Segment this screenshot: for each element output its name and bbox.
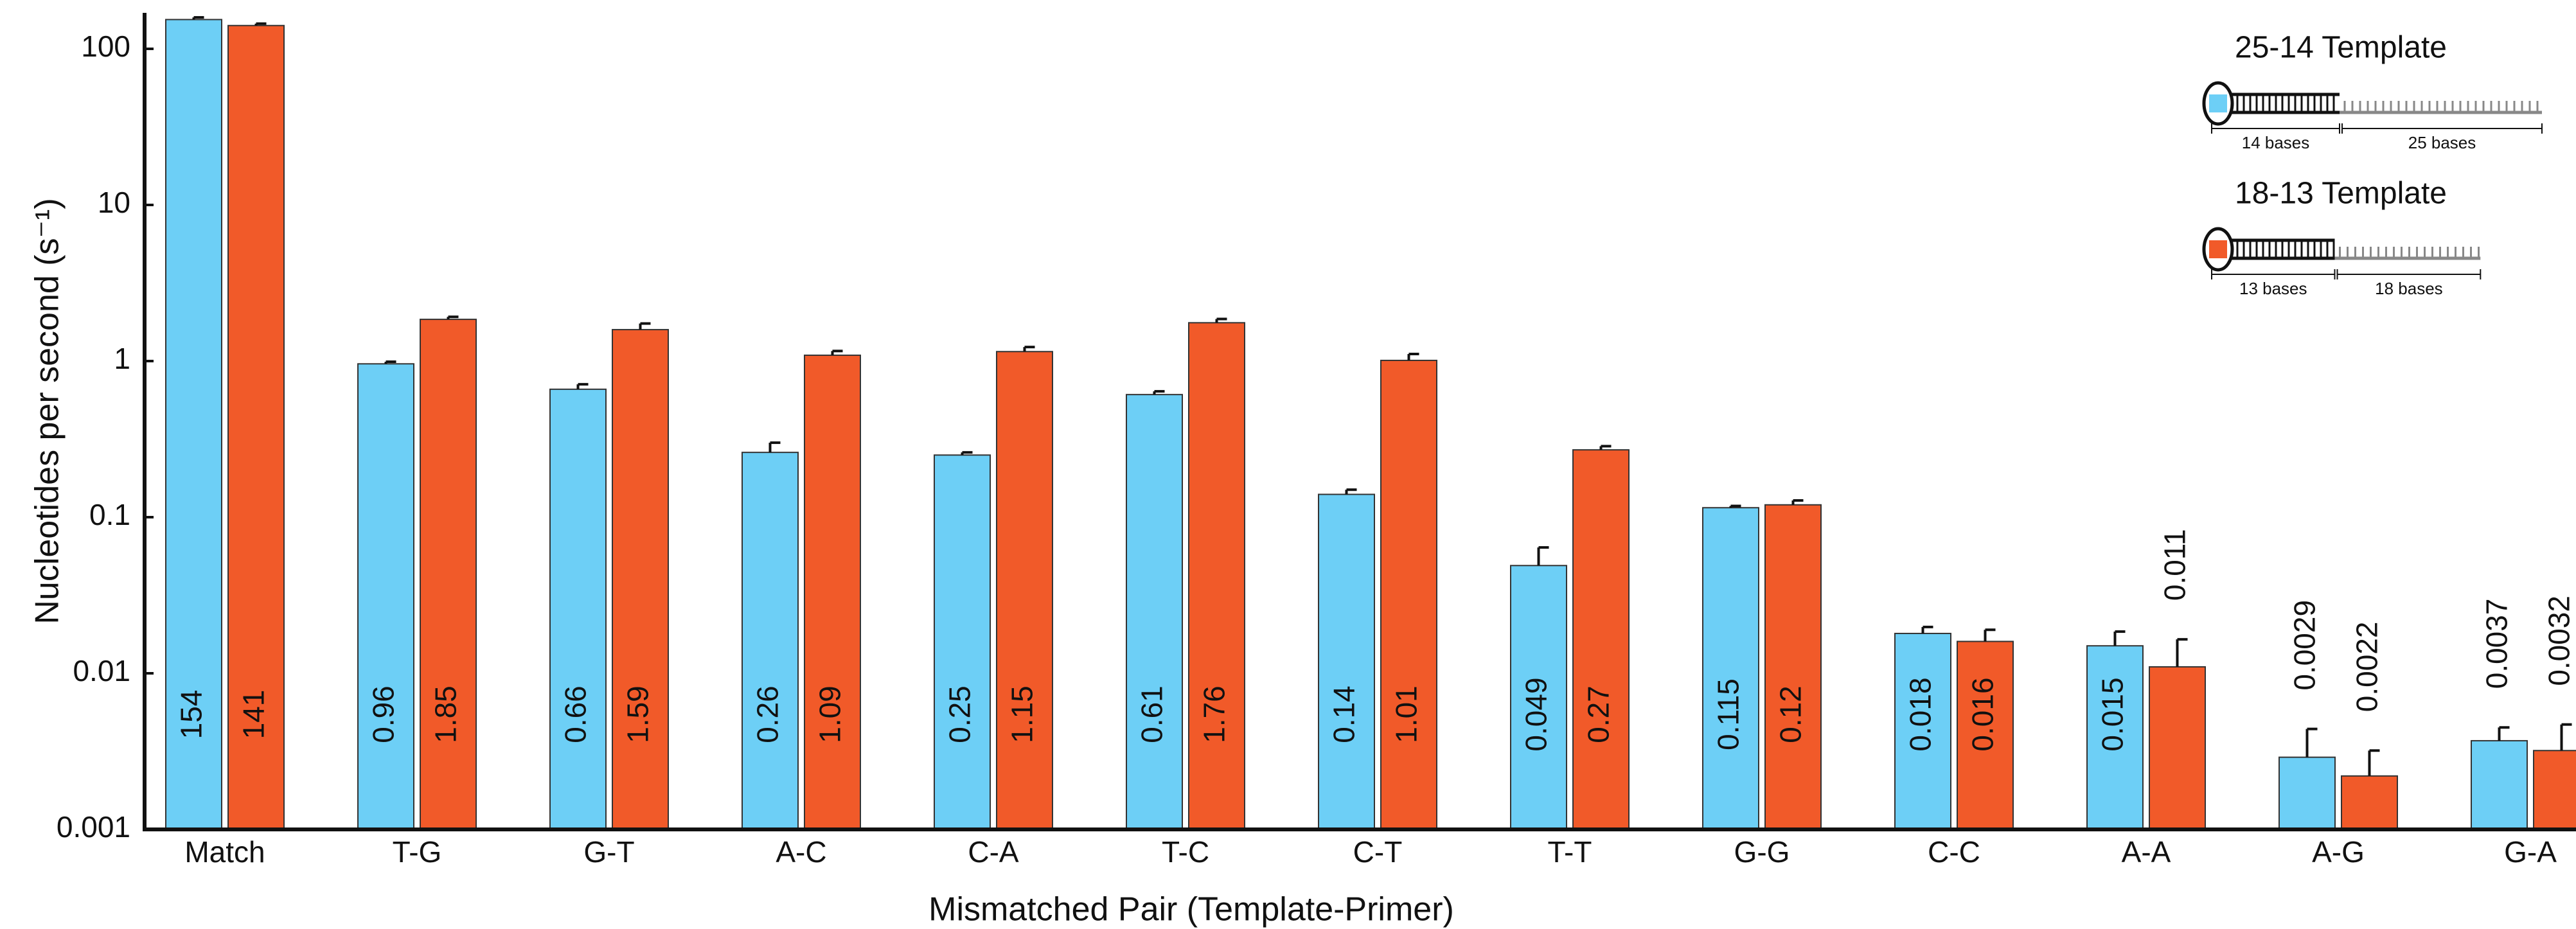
value-label: 0.015 xyxy=(2096,677,2129,751)
error-bar xyxy=(1347,490,1357,494)
legend-label: 25-14 Template xyxy=(2235,31,2447,65)
value-label: 0.26 xyxy=(751,686,785,743)
bar xyxy=(2534,750,2576,829)
bar xyxy=(1703,508,1759,829)
error-bar xyxy=(2307,729,2318,757)
value-label: 0.0029 xyxy=(2288,600,2322,691)
error-bar xyxy=(1923,627,1933,633)
scale-label: 18 bases xyxy=(2375,279,2443,298)
x-tick-label: T-C xyxy=(1162,835,1209,869)
y-tick-label: 100 xyxy=(81,30,130,63)
error-bar xyxy=(2562,725,2572,751)
y-tick-label: 10 xyxy=(98,186,130,219)
bar xyxy=(2279,757,2335,829)
bar xyxy=(550,389,606,829)
y-tick-label: 0.1 xyxy=(89,498,130,531)
x-tick-label: T-G xyxy=(393,835,442,869)
value-label: 0.016 xyxy=(1966,677,2000,751)
value-label: 0.61 xyxy=(1135,686,1169,743)
value-label: 0.14 xyxy=(1328,686,1361,743)
x-axis-title: Mismatched Pair (Template-Primer) xyxy=(928,891,1454,928)
chart: Mismatched Pair (Template-Primer) Nucleo… xyxy=(0,0,2576,929)
error-bar xyxy=(1793,500,1804,505)
value-label: 154 xyxy=(175,690,208,739)
bar xyxy=(804,355,860,829)
y-tick-label: 0.001 xyxy=(57,810,130,844)
scale-label: 25 bases xyxy=(2408,133,2476,152)
bar xyxy=(1319,494,1374,829)
value-label: 0.0022 xyxy=(2350,622,2384,712)
value-label: 0.27 xyxy=(1582,686,1615,743)
error-bar xyxy=(1539,547,1549,565)
value-label: 0.12 xyxy=(1774,686,1808,743)
value-label: 0.011 xyxy=(2158,529,2192,601)
legend-swatch xyxy=(2209,240,2227,258)
legend-item: 18-13 Template 13 bases 18 bases xyxy=(2204,177,2480,298)
value-label: 141 xyxy=(237,690,271,739)
bar xyxy=(2149,667,2205,829)
x-tick-label: C-T xyxy=(1353,835,1403,869)
error-bar xyxy=(770,443,781,452)
error-bar xyxy=(2178,639,2188,667)
x-tick-label: C-C xyxy=(1928,835,1980,869)
bar xyxy=(612,330,668,829)
bar xyxy=(358,364,414,829)
error-bar xyxy=(2115,632,2126,646)
bar xyxy=(1381,360,1437,829)
scale-label: 13 bases xyxy=(2239,279,2307,298)
y-tick-label: 0.01 xyxy=(73,654,130,687)
x-tick-label: A-C xyxy=(776,835,826,869)
value-label: 1.85 xyxy=(429,686,463,743)
x-tick-label: A-G xyxy=(2312,835,2365,869)
x-tick-label: Match xyxy=(184,835,265,869)
bar xyxy=(1189,323,1245,829)
value-label: 0.96 xyxy=(367,686,400,743)
error-bar xyxy=(1409,354,1419,360)
x-tick-label: G-G xyxy=(1734,835,1790,869)
error-bar xyxy=(578,384,589,389)
y-tick-label: 1 xyxy=(114,342,130,375)
bar xyxy=(420,319,476,829)
value-label: 0.0037 xyxy=(2480,599,2514,689)
value-label: 0.25 xyxy=(943,686,977,743)
error-bar xyxy=(641,324,651,330)
x-tick-label: G-T xyxy=(583,835,634,869)
bar xyxy=(2471,741,2527,829)
value-label: 1.59 xyxy=(621,686,655,743)
error-bar xyxy=(1025,347,1035,351)
y-axis-title: Nucleotides per second (s⁻¹) xyxy=(29,198,66,624)
x-tick-label: C-A xyxy=(968,835,1019,869)
bar xyxy=(1126,394,1182,829)
value-label: 1.15 xyxy=(1006,686,1039,743)
bar xyxy=(2341,776,2397,829)
value-label: 1.09 xyxy=(813,686,847,743)
bar xyxy=(934,455,990,829)
error-bar xyxy=(1985,630,1996,641)
error-bar xyxy=(2500,727,2510,741)
x-tick-label: T-T xyxy=(1548,835,1592,869)
bar xyxy=(1573,450,1629,829)
error-bar xyxy=(2370,750,2380,776)
value-label: 0.049 xyxy=(1520,677,1553,751)
value-label: 0.115 xyxy=(1712,678,1745,750)
value-label: 0.0032 xyxy=(2543,596,2576,686)
legend-label: 18-13 Template xyxy=(2235,177,2447,211)
value-label: 0.66 xyxy=(559,686,592,743)
legend-swatch xyxy=(2209,94,2227,112)
x-tick-label: G-A xyxy=(2504,835,2557,869)
bar xyxy=(742,452,798,829)
scale-label: 14 bases xyxy=(2242,133,2310,152)
x-tick-label: A-A xyxy=(2122,835,2171,869)
value-label: 0.018 xyxy=(1904,677,1937,751)
bar xyxy=(997,351,1053,829)
legend-item: 25-14 Template 14 bases 25 bases xyxy=(2204,31,2542,152)
value-label: 1.76 xyxy=(1198,686,1231,743)
value-label: 1.01 xyxy=(1390,686,1423,743)
bar xyxy=(1765,505,1821,829)
